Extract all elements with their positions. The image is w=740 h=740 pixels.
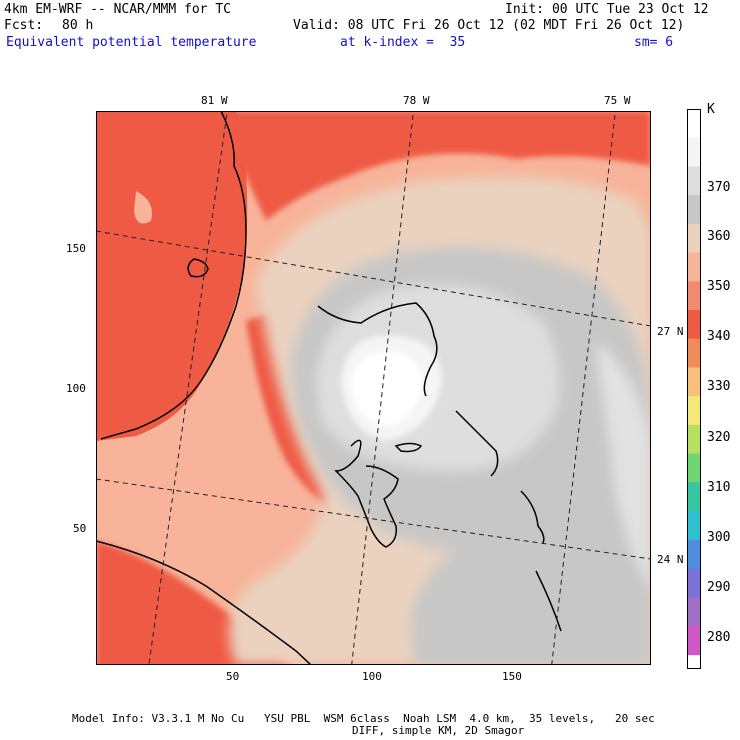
colorbar-label-280: 280 <box>707 630 731 645</box>
lon-label-81w: 81 W <box>201 94 228 107</box>
colorbar-swatch <box>687 568 701 598</box>
lon-label-78w: 78 W <box>403 94 430 107</box>
model-physics: DIFF, simple KM, 2D Smagor <box>352 724 525 737</box>
colorbar-label-340: 340 <box>707 329 731 344</box>
colorbar-frame <box>687 109 701 669</box>
lat-label-27n: 27 N <box>657 325 684 338</box>
colorbar-swatch <box>687 396 701 426</box>
colorbar-label-290: 290 <box>707 580 731 595</box>
colorbar-swatch <box>687 281 701 311</box>
colorbar-swatch <box>687 223 701 254</box>
smoothing: sm= 6 <box>634 35 674 50</box>
colorbar-swatch <box>687 367 701 397</box>
colorbar-label-320: 320 <box>707 430 731 445</box>
y-tick-50: 50 <box>73 522 87 535</box>
field-region-east-band <box>596 341 651 591</box>
colorbar-label-350: 350 <box>707 279 731 294</box>
colorbar <box>687 109 701 669</box>
model-info: Model Info: V3.3.1 M No Cu YSU PBL WSM 6… <box>72 712 655 725</box>
lon-label-75w: 75 W <box>604 94 631 107</box>
small-island <box>394 442 423 453</box>
valid-time: Valid: 08 UTC Fri 26 Oct 12 (02 MDT Fri … <box>293 18 685 33</box>
colorbar-label-360: 360 <box>707 229 731 244</box>
model-title: 4km EM-WRF -- NCAR/MMM for TC <box>4 2 231 17</box>
colorbar-label-310: 310 <box>707 480 731 495</box>
colorbar-swatch <box>687 310 701 340</box>
lat-lon-grid <box>96 111 651 665</box>
colorbar-swatch <box>687 511 701 541</box>
theta-e-map <box>96 111 651 665</box>
x-tick-50: 50 <box>226 670 240 683</box>
cuba-coast <box>96 540 312 665</box>
forecast-hours: 80 h <box>62 18 94 33</box>
field-name: Equivalent potential temperature <box>6 35 257 50</box>
y-tick-100: 100 <box>66 382 86 395</box>
colorbar-swatch <box>687 539 701 569</box>
colorbar-swatch <box>687 195 701 225</box>
andros-island <box>334 439 399 548</box>
eleuthera-island <box>455 410 499 477</box>
colorbar-swatch <box>687 338 701 368</box>
field-region-florida-cool <box>134 191 152 224</box>
field-region-core <box>351 351 422 426</box>
abaco-island <box>317 302 438 397</box>
field-region-north-warm <box>216 111 651 221</box>
coastlines <box>96 111 562 665</box>
colorbar-label-300: 300 <box>707 530 731 545</box>
colorbar-swatch <box>687 597 701 627</box>
meridian-78w <box>351 111 414 665</box>
lake-okeechobee <box>187 258 209 278</box>
y-tick-150: 150 <box>66 242 86 255</box>
parallel-24n <box>96 478 651 560</box>
map-frame <box>96 111 651 665</box>
colorbar-swatch <box>687 482 701 512</box>
colorbar-swatch <box>687 424 701 455</box>
exuma-island <box>520 490 545 544</box>
colorbar-swatch <box>687 166 701 196</box>
colorbar-swatch <box>687 137 701 167</box>
colorbar-label-370: 370 <box>707 180 731 195</box>
colorbar-swatch <box>687 453 701 483</box>
colorbar-label-330: 330 <box>707 379 731 394</box>
parallel-27n <box>96 230 651 327</box>
k-index: at k-index = 35 <box>340 35 466 50</box>
florida-east-coast <box>100 111 247 440</box>
lat-label-24n: 24 N <box>657 553 684 566</box>
init-time: Init: 00 UTC Tue 23 Oct 12 <box>505 2 709 17</box>
meridian-75w <box>551 111 616 665</box>
cay-chain <box>535 570 562 632</box>
colorbar-swatch <box>687 109 701 139</box>
x-tick-100: 100 <box>362 670 382 683</box>
x-tick-150: 150 <box>502 670 522 683</box>
colorbar-unit: K <box>707 102 715 117</box>
forecast-label: Fcst: <box>4 18 44 33</box>
colorbar-swatch <box>687 252 701 282</box>
field-region-florida <box>96 111 248 441</box>
colorbar-swatch <box>687 625 701 656</box>
